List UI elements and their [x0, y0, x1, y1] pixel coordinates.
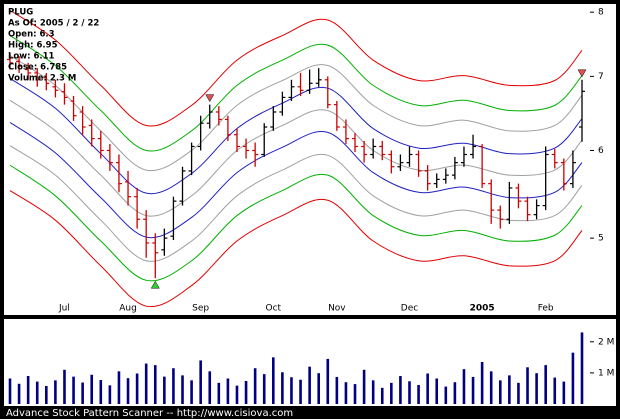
volume-bar — [517, 382, 520, 404]
volume-bar — [26, 376, 30, 404]
volume-bar — [226, 378, 230, 404]
info-line: As Of: 2005 / 2 / 22 — [8, 19, 99, 29]
volume-bar — [126, 378, 130, 404]
volume-bar — [153, 365, 157, 404]
volume-bar — [571, 352, 575, 404]
volume-bar — [290, 377, 293, 404]
volume-bar — [535, 373, 538, 404]
volume-bar — [380, 387, 384, 404]
info-line: Open: 6.3 — [8, 30, 55, 40]
band-line — [9, 122, 583, 239]
volume-bar — [281, 372, 284, 404]
band-line — [9, 9, 583, 127]
volume-bar — [117, 371, 121, 404]
volume-bar — [353, 384, 357, 404]
volume-bar — [235, 385, 239, 404]
volume-bar — [462, 369, 466, 404]
x-tick-label: Sep — [192, 304, 209, 314]
volume-bar — [508, 375, 511, 404]
x-tick-label: Dec — [401, 304, 418, 314]
buy-signal — [150, 280, 160, 289]
volume-bar — [299, 379, 302, 404]
volume-bar — [253, 368, 257, 404]
volume-bar — [580, 332, 584, 404]
volume-bar — [8, 378, 12, 404]
volume-bar — [498, 380, 502, 404]
x-tick-label: Nov — [328, 304, 346, 314]
volume-bar — [390, 382, 393, 404]
y-tick-label: 5 — [598, 234, 604, 244]
volume-bar — [308, 366, 311, 404]
volume-bar — [344, 382, 348, 404]
volume-bar — [172, 368, 175, 404]
x-tick-label: Feb — [538, 304, 554, 314]
volume-bar — [262, 374, 266, 404]
sell-signal — [205, 94, 215, 103]
x-tick-label: Aug — [119, 304, 137, 314]
sell-signal — [577, 69, 587, 78]
volume-bar — [81, 382, 84, 404]
volume-bar — [444, 386, 448, 404]
x-tick-label: 2005 — [470, 304, 495, 314]
volume-bar — [544, 365, 547, 404]
volume-tick-label: 1 M — [598, 368, 614, 378]
band-line — [9, 35, 583, 152]
volume-bar — [526, 367, 529, 404]
volume-bar — [426, 373, 429, 404]
price-panel — [4, 4, 616, 315]
volume-bar — [45, 385, 48, 404]
band-line — [9, 99, 583, 217]
volume-bar — [135, 373, 139, 404]
volume-bar — [553, 377, 557, 404]
band-line — [9, 164, 583, 282]
volume-bar — [190, 380, 193, 404]
volume-bar — [35, 381, 39, 404]
footer: Advance Stock Pattern Scanner -- http://… — [6, 408, 293, 419]
symbol: PLUG — [8, 8, 33, 18]
volume-bar — [272, 357, 275, 404]
volume-bar — [317, 373, 320, 404]
volume-bar — [453, 382, 457, 404]
volume-bar — [99, 380, 103, 404]
volume-bar — [217, 382, 221, 404]
volume-bar — [54, 380, 57, 404]
y-tick-label: 8 — [598, 8, 604, 18]
band-line — [9, 190, 583, 308]
volume-bar — [181, 375, 184, 404]
volume-bar — [326, 358, 330, 404]
volume-bar — [371, 380, 375, 404]
volume-bar — [399, 376, 402, 404]
volume-bar — [90, 374, 94, 404]
info-line: Volume: 2.3 M — [8, 74, 76, 84]
volume-bar — [163, 376, 166, 404]
volume-tick-label: 2 M — [598, 337, 614, 347]
volume-bar — [362, 369, 366, 404]
volume-bar — [489, 371, 493, 404]
volume-bar — [144, 363, 148, 404]
volume-bar — [108, 385, 112, 404]
volume-bar — [417, 385, 420, 404]
volume-bar — [72, 376, 75, 404]
y-tick-label: 6 — [598, 146, 604, 156]
info-line: Low: 6.11 — [8, 52, 55, 62]
volume-bar — [435, 378, 439, 404]
volume-bar — [208, 371, 212, 404]
info-line: High: 6.95 — [8, 41, 58, 51]
x-tick-label: Jul — [58, 304, 70, 314]
info-line: Close: 6.785 — [8, 63, 67, 73]
y-tick-label: 7 — [598, 72, 604, 82]
volume-bar — [335, 376, 339, 404]
volume-bar — [63, 369, 66, 404]
volume-bar — [408, 381, 411, 404]
volume-bar — [562, 381, 566, 404]
volume-bar — [17, 383, 21, 404]
band-line — [9, 78, 583, 195]
volume-bar — [244, 380, 248, 404]
volume-bar — [199, 360, 202, 404]
volume-bar — [480, 362, 484, 404]
x-tick-label: Oct — [266, 304, 282, 314]
volume-bar — [471, 376, 475, 404]
